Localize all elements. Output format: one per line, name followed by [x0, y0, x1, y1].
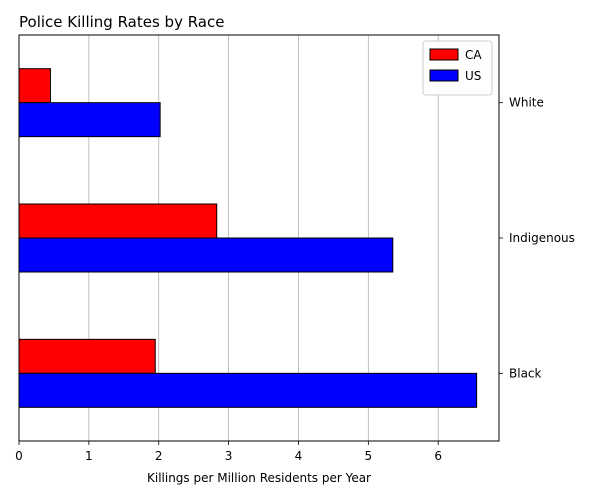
y-axis: White Indigenous Black	[499, 96, 575, 380]
legend-label: US	[465, 69, 481, 83]
y-tick-label: White	[509, 96, 544, 110]
legend-swatch	[429, 48, 459, 61]
legend-swatch	[429, 69, 459, 82]
bar-ca-indigenous	[18, 203, 218, 239]
bar-us-white	[18, 102, 161, 138]
x-axis: 0 1 2 3 4 5 6	[15, 441, 442, 463]
bar-us-black	[18, 372, 478, 408]
chart-title: Police Killing Rates by Race	[19, 13, 224, 31]
y-tick-label: Black	[509, 366, 542, 380]
legend-label: CA	[465, 48, 482, 62]
bars	[18, 68, 478, 408]
x-tick-label: 5	[365, 449, 373, 463]
bar-ca-white	[18, 68, 51, 104]
x-tick-label: 0	[15, 449, 23, 463]
y-tick-label: Indigenous	[509, 231, 575, 245]
bar-ca-black	[18, 338, 156, 374]
x-tick-label: 4	[295, 449, 303, 463]
x-tick-label: 3	[225, 449, 233, 463]
bar-us-indigenous	[18, 237, 394, 273]
x-axis-label: Killings per Million Residents per Year	[147, 471, 371, 485]
x-tick-label: 1	[85, 449, 93, 463]
x-tick-label: 6	[434, 449, 442, 463]
legend: CA US	[422, 40, 493, 96]
x-tick-label: 2	[155, 449, 163, 463]
